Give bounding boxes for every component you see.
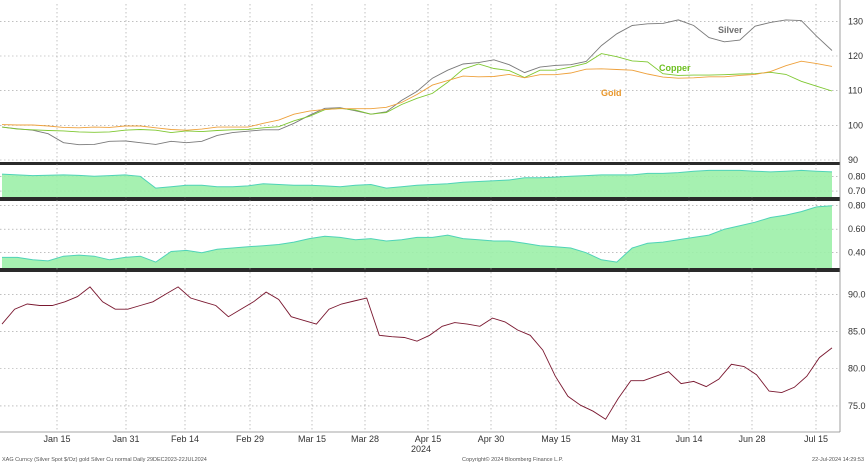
area-fill [2,205,832,268]
x-tick-label: Apr 30 [478,434,505,444]
area-outline [2,205,833,263]
x-tick-label: Jun 28 [738,434,765,444]
x-tick-label: Jan 31 [112,434,139,444]
y-tick-label: 130 [848,16,863,26]
x-tick-label: Feb 14 [171,434,199,444]
marks-layer [1,19,833,420]
grid-layer [0,0,841,433]
y-tick-label: 75.0 [848,401,866,411]
y-tick-label: 0.80 [848,201,866,211]
y-tick-label: 100 [848,120,863,130]
area-fill [2,170,832,197]
x-tick-label: May 31 [611,434,641,444]
x-tick-label: May 15 [541,434,571,444]
year-label: 2024 [411,444,431,454]
y-tick-label: 0.60 [848,224,866,234]
panel-separator [0,197,840,201]
x-tick-label: Jul 15 [804,434,828,444]
series-label-silver: Silver [718,25,743,35]
series-line-silver [1,19,833,146]
y-tick-label: 0.40 [848,248,866,258]
series-line-gold [1,60,833,131]
x-tick-label: Feb 29 [236,434,264,444]
x-tick-label: Jun 14 [675,434,702,444]
panel-separator [0,162,840,165]
y-tick-label: 0.70 [848,186,866,196]
y-tick-label: 90.0 [848,289,866,299]
y-tick-label: 110 [848,86,862,96]
footer-left: XAG Curncy (Silver Spot $/Oz) gold Silve… [2,457,207,463]
series-label-copper: Copper [659,63,691,73]
footer-right: 22-Jul-2024 14:29:53 [812,457,864,463]
x-tick-label: Jan 15 [43,434,70,444]
x-tick-label: Mar 15 [298,434,326,444]
x-tick-label: Apr 15 [415,434,442,444]
series-line-copper [1,53,833,134]
x-tick-label: Mar 28 [351,434,379,444]
y-tick-label: 90 [848,155,858,165]
y-tick-label: 120 [848,51,863,61]
y-tick-label: 0.80 [848,171,866,181]
labels-layer: Jan 15 Jan 31 Feb 14 Feb 29 Mar 15 Mar 28 Apr … [43,16,865,444]
panel-separator [0,268,840,272]
footer-center: Copyright© 2024 Bloomberg Finance L.P. [462,456,564,463]
y-tick-label: 80.0 [848,364,866,374]
y-tick-label: 85.0 [848,327,866,337]
series-line-ratio [1,286,833,420]
series-label-gold: Gold [601,88,622,98]
area-outline [1,169,833,189]
